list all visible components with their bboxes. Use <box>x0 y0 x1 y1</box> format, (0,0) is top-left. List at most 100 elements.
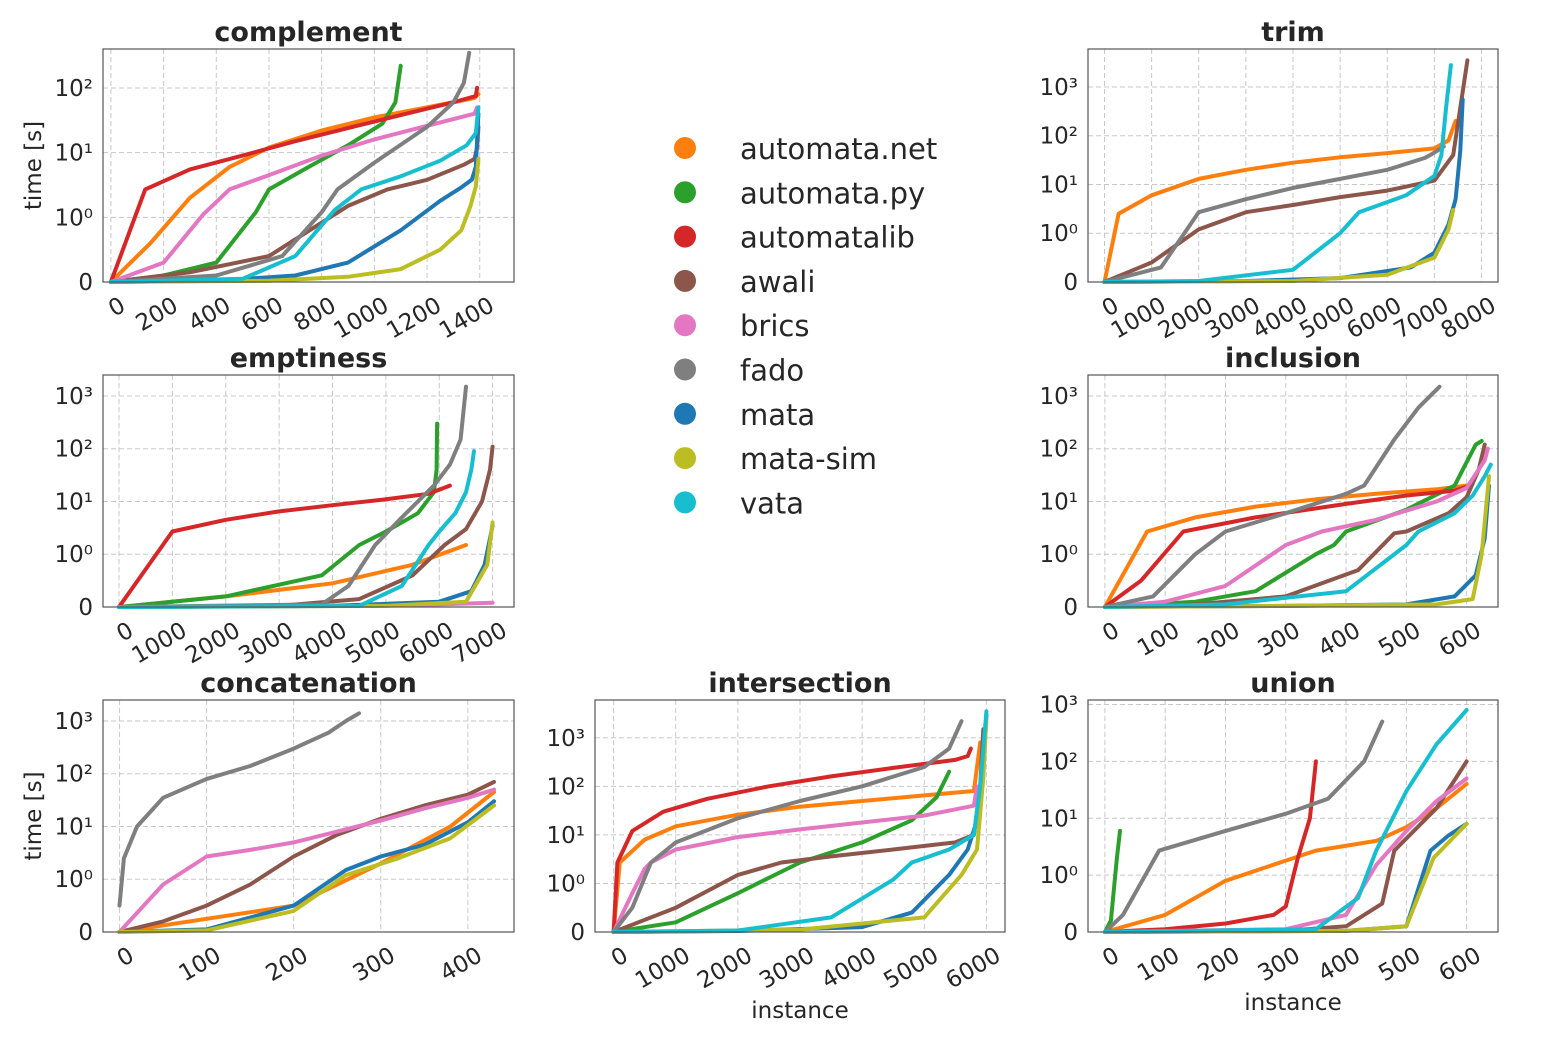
series-line-automata.net <box>1102 782 1469 934</box>
y-tick-label: 10⁰ <box>547 871 586 897</box>
series-line-automata.py <box>1102 439 1484 609</box>
series-line-automata.net <box>1102 483 1469 609</box>
series-line-brics <box>611 784 979 934</box>
series-line-automatalib <box>108 85 480 284</box>
legend-label: automata.py <box>740 176 925 210</box>
series-line-fado <box>611 719 964 934</box>
legend-marker <box>674 402 696 425</box>
plot-frame <box>102 699 515 933</box>
x-axis-label: instance <box>1244 990 1341 1016</box>
y-tick-label: 10¹ <box>1040 172 1079 198</box>
legend-item: fado <box>674 354 804 388</box>
legend-marker <box>674 137 696 159</box>
y-tick-label: 10² <box>1040 124 1079 150</box>
legend-marker <box>674 181 696 204</box>
y-tick-label: 0 <box>78 595 93 621</box>
y-tick-label: 10² <box>55 76 94 102</box>
legend-label: awali <box>740 265 815 299</box>
legend-label: mata-sim <box>740 442 877 476</box>
legend-marker <box>674 269 696 292</box>
plot-frame <box>1087 374 1499 608</box>
series-line-fado <box>1102 144 1446 284</box>
series-line-automatalib <box>611 746 973 934</box>
y-tick-label: 10² <box>55 437 94 463</box>
y-tick-label: 10³ <box>547 726 586 752</box>
series-line-awali <box>117 779 496 934</box>
series-line-mata <box>108 111 481 284</box>
legend-item: mata-sim <box>674 442 877 476</box>
plot-frame <box>102 48 515 283</box>
y-axis-label: time [s] <box>21 121 47 210</box>
y-tick-label: 10¹ <box>55 489 94 515</box>
legend-item: vata <box>674 486 804 520</box>
y-tick-label: 10⁰ <box>1040 542 1079 568</box>
y-tick-label: 10¹ <box>1040 489 1079 515</box>
series-line-vata <box>117 449 476 609</box>
legend-item: automatalib <box>674 221 915 255</box>
series-line-fado <box>108 50 472 284</box>
legend-item: awali <box>674 265 815 299</box>
series-line-fado <box>117 384 468 609</box>
y-tick-label: 0 <box>570 920 585 946</box>
series-line-brics <box>108 105 480 284</box>
series-line-vata <box>1102 462 1493 609</box>
subplot-title: intersection <box>708 668 891 699</box>
legend-label: mata <box>740 398 815 432</box>
series-line-vata <box>1102 708 1469 934</box>
legend-item: automata.py <box>674 176 925 210</box>
y-tick-label: 10⁰ <box>1040 863 1079 889</box>
legend-label: fado <box>740 354 804 388</box>
y-tick-label: 10⁰ <box>55 542 94 568</box>
plot-frame <box>1087 699 1499 933</box>
series-line-mata-sim <box>1102 474 1491 609</box>
legend-label: brics <box>740 309 809 343</box>
y-tick-label: 10¹ <box>547 823 586 849</box>
legend-marker <box>674 491 696 514</box>
x-axis-label: instance <box>751 998 848 1024</box>
legend-item: mata <box>674 398 815 432</box>
subplot-title: concatenation <box>200 668 417 699</box>
legend-label: vata <box>740 486 804 520</box>
y-tick-label: 10³ <box>55 709 94 735</box>
legend-label: automata.net <box>740 132 937 166</box>
legend-item: brics <box>674 309 809 343</box>
subplot-title: inclusion <box>1225 343 1361 374</box>
series-line-mata-sim <box>1102 208 1456 284</box>
y-tick-label: 10³ <box>1040 384 1079 410</box>
legend-marker <box>674 358 696 381</box>
plot-frame <box>102 374 515 608</box>
series-line-brics <box>117 787 496 934</box>
y-tick-label: 10¹ <box>1040 806 1079 832</box>
y-tick-label: 0 <box>1063 920 1078 946</box>
y-tick-label: 10² <box>1040 749 1079 775</box>
series-line-automatalib <box>1102 483 1472 609</box>
y-tick-label: 10⁰ <box>1040 221 1079 247</box>
y-tick-label: 10² <box>1040 437 1079 463</box>
series-line-awali <box>1102 442 1487 609</box>
y-axis-label: time [s] <box>21 771 47 860</box>
subplot-title: union <box>1250 668 1335 699</box>
y-tick-label: 10⁰ <box>55 867 94 893</box>
series-line-automata.net <box>1102 119 1458 284</box>
series-line-mata-sim <box>117 803 496 934</box>
y-tick-label: 10³ <box>1040 693 1079 719</box>
y-tick-label: 0 <box>1063 595 1078 621</box>
series-line-mata-sim <box>108 156 481 284</box>
series-line-automata.py <box>611 769 952 934</box>
subplot-inclusion: 0 100 200 300 400 500 600010⁰10¹10²10³inclusio… <box>1040 343 1499 662</box>
y-tick-label: 10¹ <box>55 814 94 840</box>
legend-label: automatalib <box>740 221 915 255</box>
series-line-brics <box>1102 446 1490 609</box>
legend-marker <box>674 447 696 470</box>
series-line-fado <box>1102 384 1442 609</box>
y-tick-label: 0 <box>78 270 93 296</box>
subplot-title: trim <box>1261 17 1325 48</box>
series-line-fado <box>117 711 361 908</box>
series-line-vata <box>611 709 989 934</box>
series-line-automata.py <box>1102 828 1122 934</box>
y-tick-label: 10³ <box>55 384 94 410</box>
y-tick-label: 10⁰ <box>55 205 94 231</box>
subplot-title: emptiness <box>230 343 388 374</box>
y-tick-label: 10¹ <box>55 141 94 167</box>
